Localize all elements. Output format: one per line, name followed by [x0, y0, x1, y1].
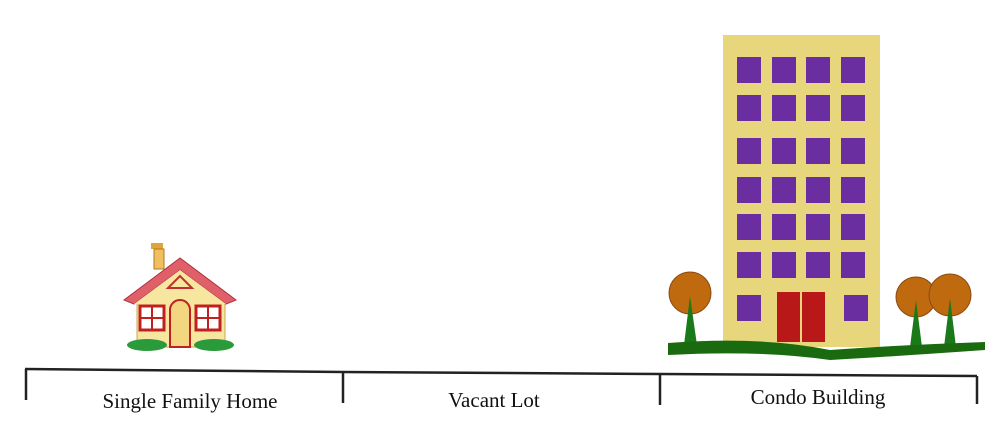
lot-label: Condo Building — [751, 385, 886, 409]
lot-label: Single Family Home — [103, 389, 278, 413]
house-icon — [122, 243, 238, 351]
condo-icon — [668, 35, 985, 360]
lot-line — [24, 367, 979, 405]
lot-label: Vacant Lot — [448, 388, 540, 412]
